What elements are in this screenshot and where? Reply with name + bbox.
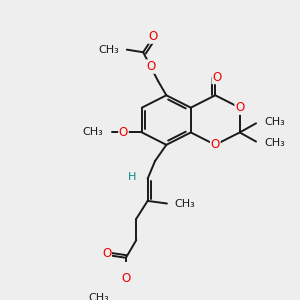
Text: H: H xyxy=(128,172,136,182)
Text: O: O xyxy=(102,247,111,260)
Text: O: O xyxy=(235,101,244,114)
Text: CH₃: CH₃ xyxy=(264,117,285,127)
Text: CH₃: CH₃ xyxy=(88,293,109,300)
Text: CH₃: CH₃ xyxy=(264,138,285,148)
Text: O: O xyxy=(148,30,157,43)
Text: O: O xyxy=(121,272,130,285)
Text: O: O xyxy=(119,126,128,139)
Text: O: O xyxy=(212,70,221,83)
Text: CH₃: CH₃ xyxy=(99,45,119,55)
Text: O: O xyxy=(211,138,220,151)
Text: O: O xyxy=(146,60,155,73)
Text: CH₃: CH₃ xyxy=(82,128,103,137)
Text: CH₃: CH₃ xyxy=(174,199,195,208)
